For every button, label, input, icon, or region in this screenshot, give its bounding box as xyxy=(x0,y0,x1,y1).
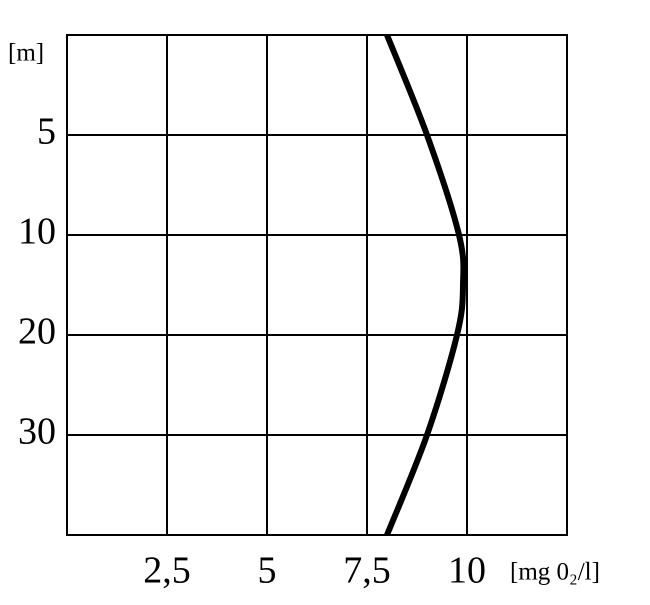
x-tick-label: 10 xyxy=(448,550,486,592)
x-axis-label: [mg 0₂/l] xyxy=(510,559,600,586)
y-tick-label: 20 xyxy=(18,311,56,353)
x-tick-label: 2,5 xyxy=(143,550,191,592)
y-tick-label: 30 xyxy=(18,411,56,453)
curve xyxy=(384,33,467,537)
y-axis-label: [m] xyxy=(8,40,44,67)
x-tick-label: 7,5 xyxy=(343,550,391,592)
y-tick-label: 5 xyxy=(37,111,56,153)
y-tick-label: 10 xyxy=(18,211,56,253)
plot-frame xyxy=(66,34,568,536)
x-tick-label: 5 xyxy=(258,550,277,592)
